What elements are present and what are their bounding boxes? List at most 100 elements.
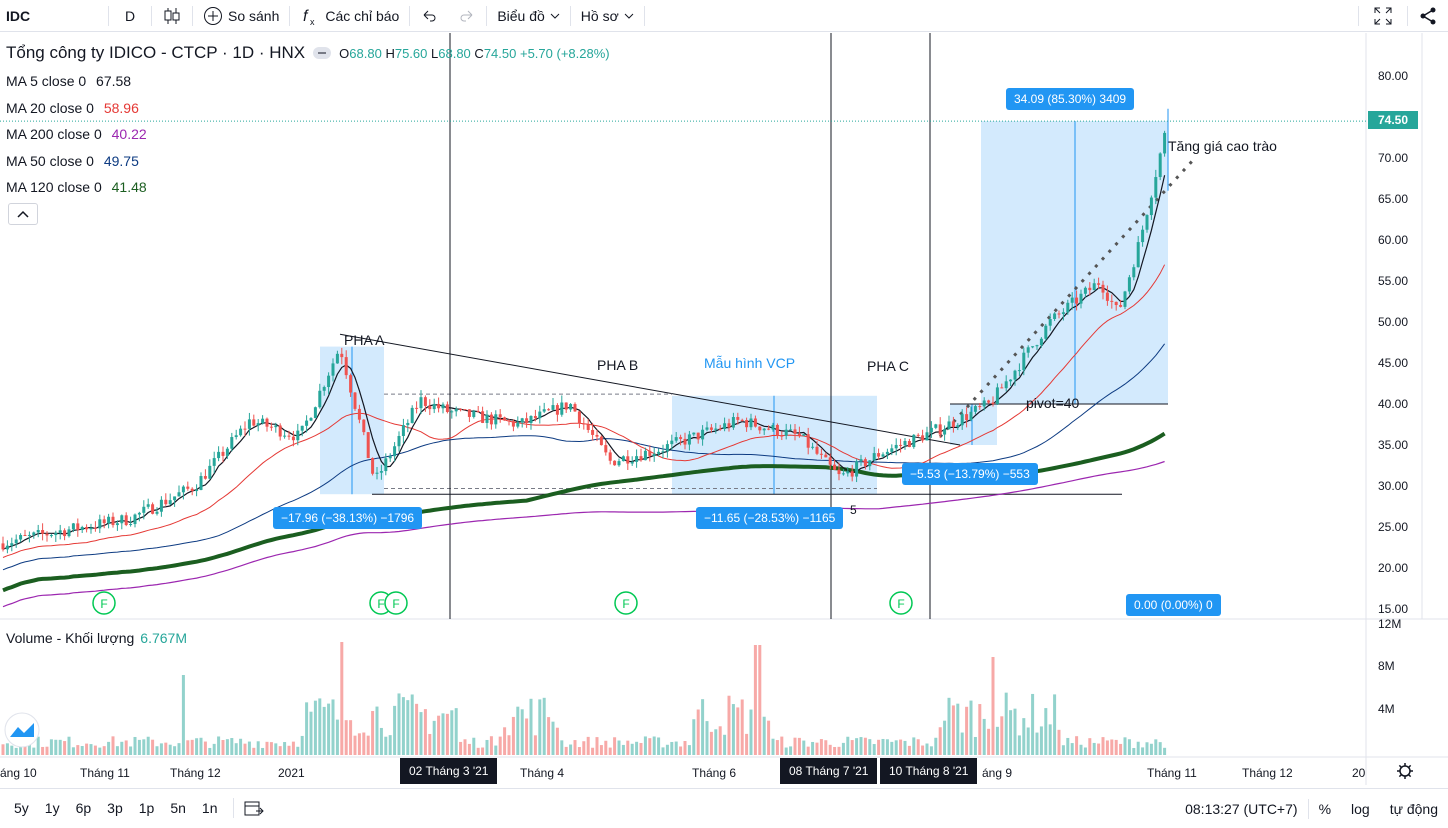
candle <box>19 533 23 543</box>
candle <box>555 403 559 422</box>
volume-bar <box>1088 738 1092 755</box>
candle-body <box>1097 283 1101 285</box>
volume-bar <box>652 736 656 755</box>
volume-bar <box>481 747 485 755</box>
profile-menu[interactable]: Hồ sơ <box>571 0 644 32</box>
volume-bar <box>850 740 854 755</box>
candle <box>300 425 304 437</box>
log-toggle[interactable]: log <box>1351 800 1370 817</box>
candle-body <box>269 426 273 428</box>
candle <box>639 448 643 462</box>
candle-body <box>771 424 775 430</box>
volume-bar <box>1048 724 1052 755</box>
auto-toggle[interactable]: tự động <box>1389 800 1438 817</box>
share-button[interactable] <box>1408 0 1448 32</box>
candle-body <box>859 459 863 462</box>
financials-marker-ring <box>889 591 913 615</box>
chart-menu[interactable]: Biểu đồ <box>487 0 569 32</box>
goto-date-button[interactable] <box>234 792 274 824</box>
candle-body <box>225 448 229 456</box>
interval-button[interactable]: D <box>109 0 151 32</box>
candle-body <box>811 446 815 448</box>
percent-toggle[interactable]: % <box>1318 800 1332 817</box>
range-1y[interactable]: 1y <box>44 800 60 816</box>
candle <box>27 531 31 543</box>
candle-body <box>661 451 665 453</box>
range-5n[interactable]: 5n <box>170 800 186 816</box>
candle <box>595 429 599 442</box>
volume-bar <box>569 744 573 755</box>
candle <box>481 406 485 424</box>
volume-bar <box>428 733 432 755</box>
stray-label: 5 <box>850 503 857 517</box>
candle-body <box>278 425 282 437</box>
legend-row[interactable]: MA 200 close 0 40.22 <box>6 126 147 142</box>
compare-button[interactable]: So sánh <box>193 0 289 32</box>
volume-bar <box>313 700 317 755</box>
candle-body <box>454 409 458 412</box>
measure-badge-4[interactable]: 34.09 (85.30%) 3409 <box>1006 88 1135 110</box>
volume-bar <box>274 743 278 755</box>
candle-body <box>714 428 718 430</box>
volume-bar <box>362 732 366 755</box>
volume-bar <box>1110 739 1114 755</box>
volume-bar <box>393 705 397 755</box>
legend-label: MA 120 close 0 <box>6 179 106 195</box>
volume-bar <box>846 736 850 755</box>
undo-button[interactable] <box>410 0 448 32</box>
range-3p[interactable]: 3p <box>107 800 123 816</box>
candle-body <box>164 499 168 505</box>
candle <box>591 422 595 441</box>
candle-body <box>956 425 960 428</box>
eye-icon[interactable] <box>313 47 332 59</box>
chart-style-button[interactable] <box>152 0 192 32</box>
volume-bar <box>929 746 933 755</box>
fullscreen-button[interactable] <box>1359 0 1407 32</box>
volume-bar <box>23 740 27 755</box>
volume-bar <box>155 746 159 755</box>
candle <box>1101 280 1105 300</box>
candle <box>951 416 955 433</box>
candle-body <box>362 419 366 433</box>
chevron-up-icon <box>17 210 29 218</box>
symbol-search[interactable]: IDC <box>0 0 108 32</box>
candle <box>76 518 80 537</box>
candle-body <box>639 456 643 461</box>
range-5y[interactable]: 5y <box>14 800 29 816</box>
measure-badge-2[interactable]: −11.65 (−28.53%) −1165 <box>696 507 844 529</box>
legend-row[interactable]: MA 5 close 0 67.58 <box>6 73 131 89</box>
pha-b-label: PHA B <box>597 357 639 373</box>
undo-icon <box>423 10 436 21</box>
legend-row[interactable]: MA 120 close 0 41.48 <box>6 179 147 195</box>
candle <box>784 423 788 440</box>
volume-bar <box>1119 743 1123 755</box>
candle-body <box>1031 346 1035 348</box>
volume-bar <box>885 739 889 755</box>
measure-badge-1[interactable]: −17.96 (−38.13%) −1796 <box>273 507 423 529</box>
measure-badge-3[interactable]: −5.53 (−13.79%) −553 <box>902 463 1038 485</box>
candle-body <box>111 516 115 526</box>
candle <box>1044 323 1048 341</box>
volume-bar <box>252 747 256 755</box>
volume-bar <box>239 738 243 755</box>
range-1n[interactable]: 1n <box>201 800 218 816</box>
volume-bar <box>58 739 62 755</box>
volume-bar <box>661 747 665 755</box>
candle-body <box>929 427 933 433</box>
measure-badge-5[interactable]: 0.00 (0.00%) 0 <box>1126 594 1221 616</box>
legend-row[interactable]: MA 50 close 0 49.75 <box>6 153 139 169</box>
collapse-legend-button[interactable] <box>8 203 38 225</box>
candle <box>753 415 757 428</box>
candle <box>133 513 137 528</box>
volume-bar <box>503 727 507 755</box>
legend-row[interactable]: MA 20 close 0 58.96 <box>6 100 139 116</box>
redo-button[interactable] <box>448 0 486 32</box>
volume-bar <box>520 709 524 755</box>
range-1p[interactable]: 1p <box>138 800 155 816</box>
gear-icon-ring <box>1399 765 1411 777</box>
range-6p[interactable]: 6p <box>75 800 92 816</box>
volume-bar <box>10 745 14 755</box>
